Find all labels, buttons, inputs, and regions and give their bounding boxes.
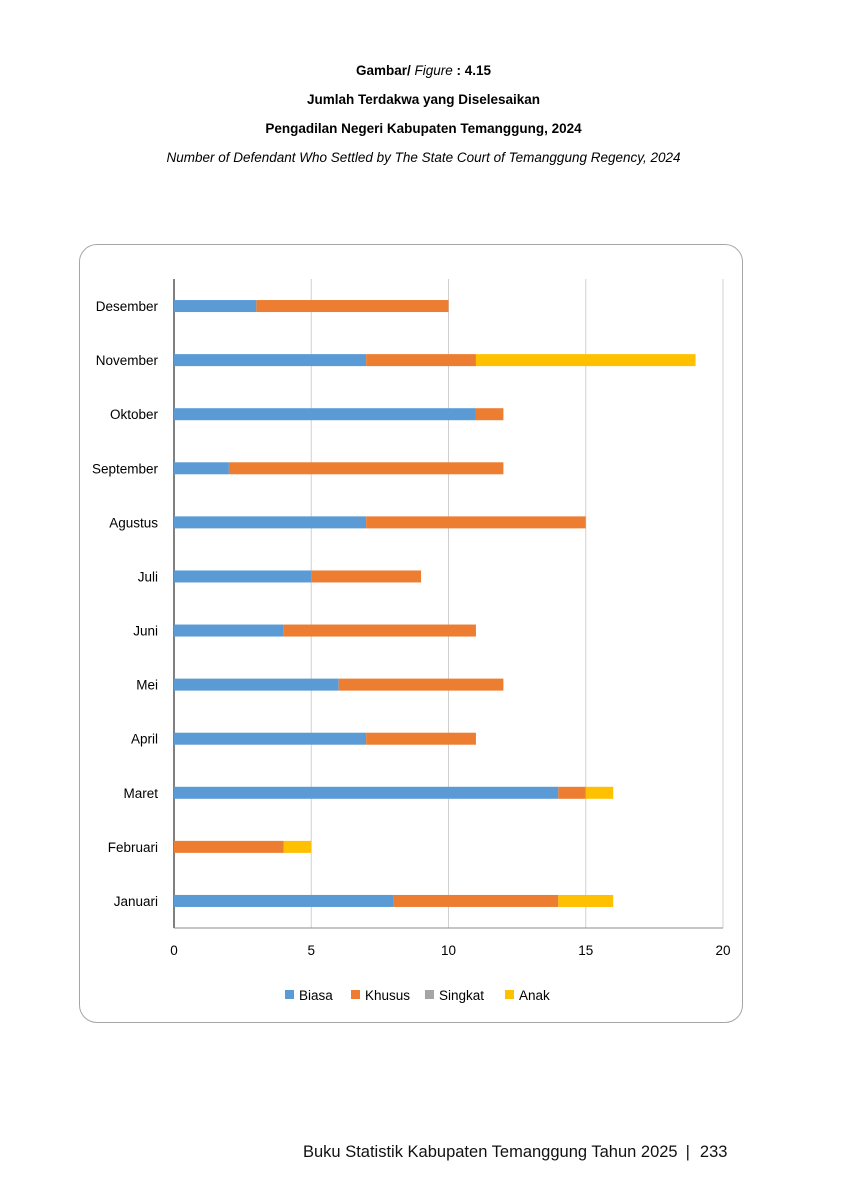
bar-anak [283,840,312,853]
bar-biasa [174,354,367,367]
legend-label-khusus: Khusus [365,988,410,1003]
page-footer: Buku Statistik Kabupaten Temanggung Tahu… [303,1143,781,1162]
bar-khusus [366,354,476,367]
bar-khusus [228,462,504,475]
bar-khusus [558,786,586,799]
bar-khusus [338,678,504,691]
figure-title-id-1: Jumlah Terdakwa yang Diselesaikan [306,92,541,107]
page-number: 233 [699,1143,728,1161]
bar-khusus [366,516,586,529]
legend-swatch-khusus [351,990,360,999]
bar-khusus [174,840,284,853]
bar-biasa [174,300,257,313]
legend-label-singkat: Singkat [439,988,484,1003]
y-category-label: Mei [136,678,158,693]
x-tick-label: 5 [307,943,315,958]
x-tick-label: 15 [578,943,593,958]
y-category-label: Januari [114,894,158,909]
bar-khusus [475,408,504,421]
figure-number: Gambar/ Figure : 4.15 [0,63,847,78]
legend-label-biasa: Biasa [299,988,333,1003]
bar-khusus [283,624,476,637]
book-title: Buku Statistik Kabupaten Temanggung Tahu… [303,1143,678,1161]
figure-title-id-2: Pengadilan Negeri Kabupaten Temanggung, … [265,121,582,136]
legend-swatch-singkat [425,990,434,999]
y-category-label: September [92,461,159,476]
x-tick-label: 20 [715,943,730,958]
y-category-label: Maret [123,786,158,801]
bar-biasa [174,624,284,637]
y-category-label: Desember [96,299,159,314]
bar-biasa [174,516,367,529]
bar-anak [475,354,696,367]
bar-biasa [174,462,229,475]
figure-title-en: Number of Defendant Who Settled by The S… [166,150,681,165]
bar-biasa [174,732,367,745]
x-tick-label: 10 [441,943,456,958]
x-tick-label: 0 [170,943,178,958]
bar-khusus [393,894,559,907]
legend-label-anak: Anak [519,988,550,1003]
bar-khusus [256,300,449,313]
chart-frame [79,244,743,1023]
bar-anak [585,786,614,799]
footer-separator: | [685,1143,690,1161]
y-category-label: Februari [108,840,158,855]
bar-biasa [174,408,476,421]
bar-biasa [174,678,339,691]
bar-khusus [311,570,422,583]
bar-biasa [174,570,312,583]
y-category-label: Oktober [110,407,159,422]
y-category-label: April [131,732,158,747]
y-category-label: Agustus [109,515,158,530]
bar-biasa [174,894,394,907]
y-category-label: November [96,353,159,368]
bar-biasa [174,786,559,799]
bar-anak [558,894,614,907]
figure-label: Gambar/ [355,63,411,78]
y-category-label: Juli [138,569,158,584]
figure-label-en: Figure [414,63,453,78]
legend-swatch-biasa [285,990,294,999]
bar-khusus [366,732,476,745]
figure-number-value: : 4.15 [456,63,492,78]
legend-swatch-anak [505,990,514,999]
y-category-label: Juni [133,624,158,639]
